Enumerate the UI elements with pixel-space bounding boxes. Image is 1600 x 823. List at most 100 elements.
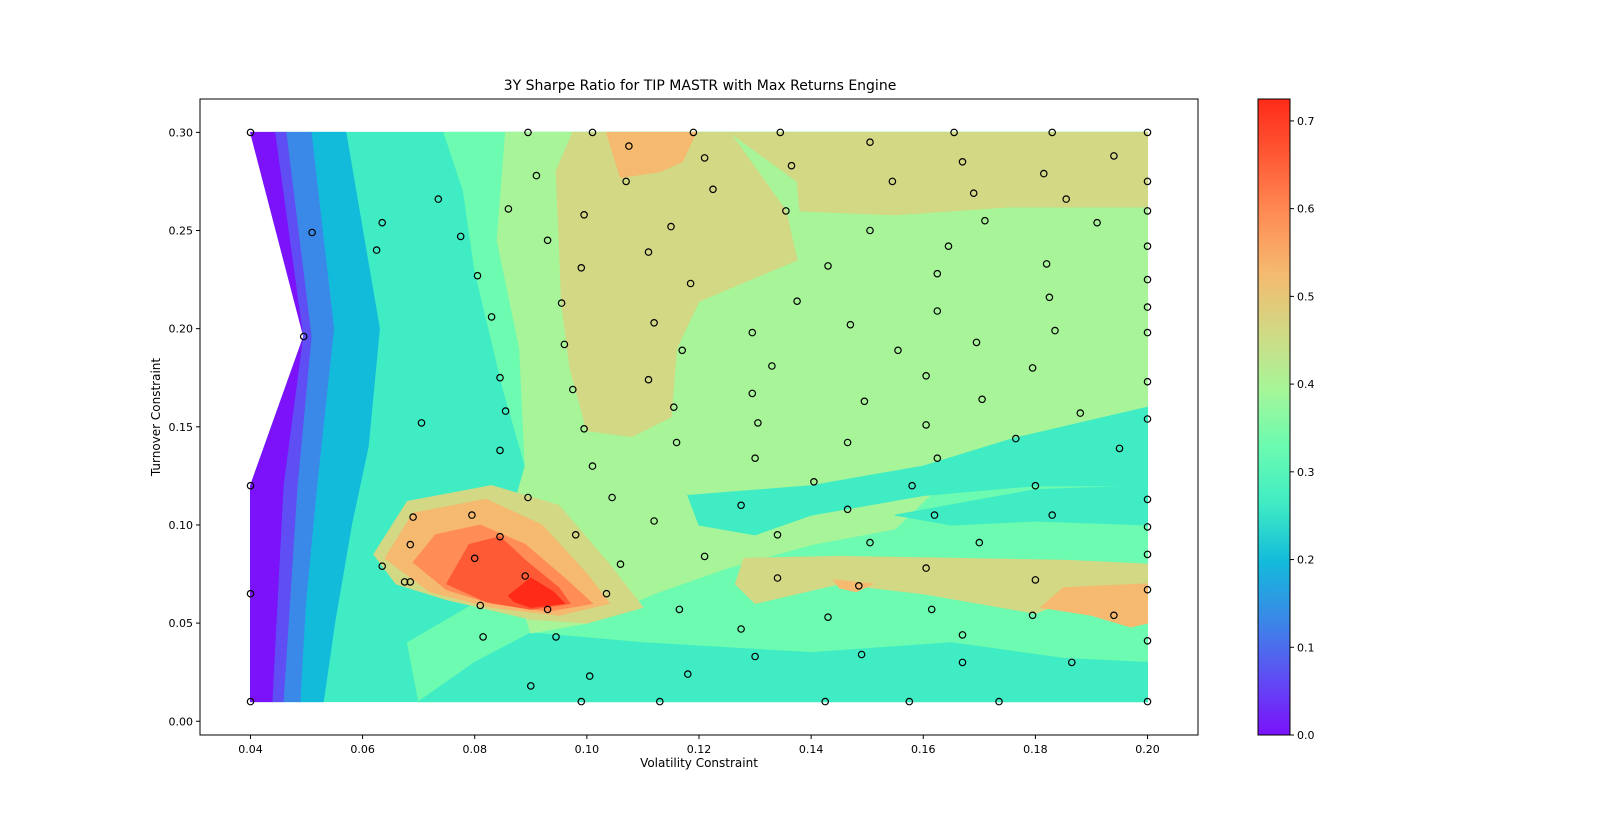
sample-point-82 <box>821 697 830 706</box>
sample-point-56 <box>667 222 675 231</box>
sample-point-142 <box>1143 377 1152 386</box>
contour-region-c8-14 <box>605 131 697 179</box>
sample-point-33 <box>543 605 552 614</box>
x-axis-ticks: 0.04 0.06 0.08 0.10 0.12 0.14 0.16 0.18 0.20 <box>238 735 1160 756</box>
sample-point-106 <box>944 242 953 251</box>
sample-point-123 <box>1042 260 1051 268</box>
sample-point-110 <box>958 158 967 166</box>
sample-point-66 <box>709 185 717 194</box>
sample-point-24 <box>496 446 504 455</box>
sample-point-144 <box>1143 495 1152 504</box>
sample-point-18 <box>473 271 482 280</box>
contour-region-c7-12 <box>728 131 1148 216</box>
colorbar: 0.0 0.1 0.2 0.3 0.4 0.5 0.6 0.7 <box>1257 98 1315 742</box>
x-tick-label-7: 0.18 <box>1023 743 1048 756</box>
sample-point-12 <box>409 513 417 521</box>
sample-point-113 <box>975 538 984 547</box>
sample-point-118 <box>1028 611 1037 620</box>
sample-point-70 <box>748 389 757 398</box>
chart-title: 3Y Sharpe Ratio for TIP MASTR with Max R… <box>504 78 897 94</box>
contour-region-c4-9 <box>417 632 1148 703</box>
sample-point-109 <box>958 658 967 667</box>
sample-point-65 <box>700 154 709 162</box>
sample-point-36 <box>560 340 569 349</box>
sample-point-37 <box>568 385 577 394</box>
x-tick-label-6: 0.16 <box>911 743 936 756</box>
y-tick-label-3: 0.15 <box>169 421 194 434</box>
sample-point-52 <box>644 248 653 256</box>
sample-point-40 <box>577 697 586 706</box>
sample-point-6 <box>372 246 381 254</box>
sample-point-72 <box>754 419 762 427</box>
colorbar-tick-label-6: 0.6 <box>1297 203 1315 216</box>
sample-point-0 <box>246 128 255 137</box>
y-tick-label-6: 0.30 <box>169 126 194 139</box>
sample-point-20 <box>479 633 487 641</box>
sample-point-127 <box>1051 326 1059 335</box>
sample-point-92 <box>866 226 874 235</box>
sample-point-77 <box>776 128 785 137</box>
sample-point-107 <box>950 128 958 137</box>
sample-point-148 <box>1143 636 1152 645</box>
sample-point-14 <box>434 195 443 203</box>
sample-point-104 <box>933 307 942 315</box>
sample-point-147 <box>1143 585 1152 594</box>
contour-region-c4-7 <box>687 406 1148 536</box>
sample-point-114 <box>978 395 986 404</box>
y-axis-label: Turnover Constraint <box>149 358 163 478</box>
sample-point-138 <box>1143 242 1152 251</box>
sample-point-112 <box>972 338 981 347</box>
sample-point-89 <box>857 650 866 659</box>
y-tick-label-5: 0.25 <box>169 225 194 238</box>
sample-point-29 <box>524 493 532 502</box>
sample-point-17 <box>470 554 479 563</box>
sample-point-79 <box>787 161 796 170</box>
sample-point-31 <box>532 171 541 180</box>
sample-point-135 <box>1143 128 1152 137</box>
sample-point-132 <box>1110 152 1118 160</box>
sample-point-129 <box>1068 658 1076 667</box>
colorbar-tick-label-2: 0.2 <box>1297 554 1315 567</box>
sample-point-54 <box>650 517 658 525</box>
sample-point-4 <box>299 332 308 341</box>
sample-point-67 <box>737 501 745 510</box>
sample-point-3 <box>246 697 255 706</box>
sample-point-50 <box>625 142 633 150</box>
sample-point-15 <box>456 232 465 241</box>
sample-point-81 <box>810 477 818 486</box>
sample-point-59 <box>675 605 684 614</box>
sample-point-140 <box>1143 303 1152 311</box>
sample-point-143 <box>1143 415 1152 423</box>
sample-point-86 <box>843 438 852 447</box>
sample-point-146 <box>1143 550 1152 559</box>
sample-point-30 <box>526 682 535 690</box>
sample-point-85 <box>843 505 852 514</box>
sample-points <box>246 128 1152 706</box>
colorbar-tick-label-4: 0.4 <box>1297 378 1315 391</box>
sample-point-88 <box>854 581 863 590</box>
colorbar-tick-label-0: 0.0 <box>1297 729 1315 742</box>
sample-point-23 <box>496 373 504 382</box>
colorbar-tick-label-7: 0.7 <box>1297 115 1315 128</box>
colorbar-tick-label-1: 0.1 <box>1297 641 1315 654</box>
sample-point-98 <box>922 564 930 572</box>
sample-point-145 <box>1143 523 1152 531</box>
colorbar-tick-label-5: 0.5 <box>1297 290 1315 303</box>
sample-point-75 <box>773 530 782 539</box>
colorbar-gradient <box>1257 98 1291 736</box>
sample-point-134 <box>1115 444 1124 453</box>
x-tick-label-1: 0.06 <box>350 743 375 756</box>
sample-point-149 <box>1143 697 1152 706</box>
contour-region-c4-8 <box>895 485 1148 526</box>
sample-point-45 <box>588 462 597 470</box>
x-tick-label-0: 0.04 <box>238 743 263 756</box>
sample-point-57 <box>669 403 678 412</box>
sample-point-53 <box>650 318 658 327</box>
plot-area <box>249 131 1148 703</box>
sample-point-117 <box>1011 434 1020 443</box>
sample-point-62 <box>686 279 695 288</box>
sample-point-101 <box>927 605 936 614</box>
sample-point-11 <box>406 540 415 549</box>
sample-point-68 <box>737 625 745 633</box>
